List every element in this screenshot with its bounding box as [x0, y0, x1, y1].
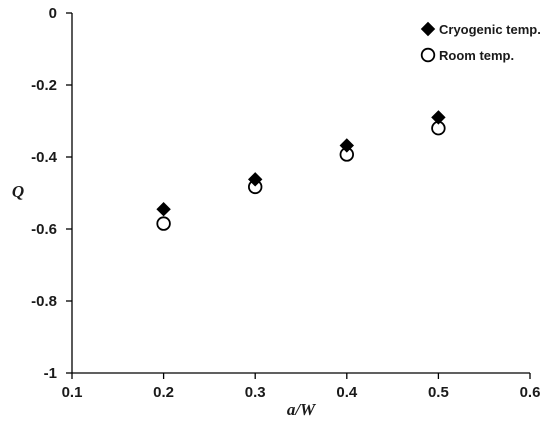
room-temp-point	[156, 216, 171, 231]
ticks: 0.1 0.2 0.3 0.4 0.5 0.6 0 -0.2 -0.4 -0.6 -0.8 -1	[31, 5, 540, 401]
x-tick-label: 0.2	[153, 384, 174, 401]
legend-marker	[420, 21, 436, 37]
x-tick-label: 0.4	[336, 384, 358, 401]
cryogenic-point	[431, 110, 446, 125]
cryogenic-point	[247, 172, 263, 187]
x-tick-label: 0.3	[245, 384, 266, 401]
data-marks	[156, 110, 446, 231]
legend-label: Room temp.	[439, 48, 514, 63]
legend: Cryogenic temp. Room temp.	[420, 21, 541, 63]
cryogenic-point	[339, 138, 355, 153]
y-axis-title: Q	[12, 182, 24, 201]
legend-marker	[420, 47, 436, 63]
legend-label: Cryogenic temp.	[439, 22, 541, 37]
y-tick-label: -0.4	[31, 149, 58, 166]
x-tick-label: 0.5	[428, 384, 449, 401]
axes	[71, 13, 530, 374]
x-tick-label: 0.1	[62, 384, 83, 401]
y-tick-label: 0	[49, 5, 57, 22]
x-axis-title: a/W	[287, 400, 317, 419]
y-tick-label: -0.6	[31, 221, 57, 238]
x-tick-label: 0.6	[520, 384, 541, 401]
y-tick-label: -0.2	[31, 77, 57, 94]
y-tick-label: -0.8	[31, 293, 57, 310]
cryogenic-point	[156, 201, 171, 217]
y-tick-label: -1	[44, 365, 57, 382]
